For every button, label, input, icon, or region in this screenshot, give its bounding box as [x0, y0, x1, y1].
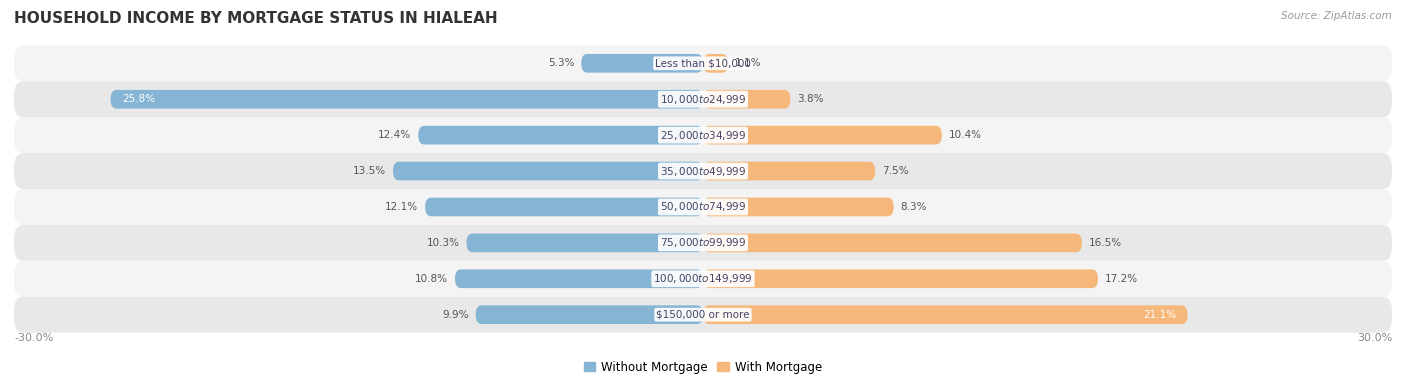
FancyBboxPatch shape: [703, 90, 790, 108]
FancyBboxPatch shape: [111, 90, 703, 108]
Text: 21.1%: 21.1%: [1143, 310, 1175, 320]
FancyBboxPatch shape: [703, 126, 942, 144]
FancyBboxPatch shape: [14, 261, 1392, 297]
Text: 25.8%: 25.8%: [122, 94, 155, 104]
Text: $35,000 to $49,999: $35,000 to $49,999: [659, 164, 747, 178]
Text: $150,000 or more: $150,000 or more: [657, 310, 749, 320]
Text: $10,000 to $24,999: $10,000 to $24,999: [659, 93, 747, 106]
FancyBboxPatch shape: [425, 198, 703, 216]
FancyBboxPatch shape: [703, 270, 1098, 288]
FancyBboxPatch shape: [14, 81, 1392, 117]
Text: 3.8%: 3.8%: [797, 94, 824, 104]
Text: 10.8%: 10.8%: [415, 274, 449, 284]
FancyBboxPatch shape: [456, 270, 703, 288]
FancyBboxPatch shape: [475, 305, 703, 324]
Text: 10.3%: 10.3%: [426, 238, 460, 248]
Text: -30.0%: -30.0%: [14, 333, 53, 342]
Text: $100,000 to $149,999: $100,000 to $149,999: [654, 272, 752, 285]
Text: $75,000 to $99,999: $75,000 to $99,999: [659, 236, 747, 249]
FancyBboxPatch shape: [418, 126, 703, 144]
Text: $25,000 to $34,999: $25,000 to $34,999: [659, 129, 747, 142]
FancyBboxPatch shape: [581, 54, 703, 73]
Text: 12.1%: 12.1%: [385, 202, 418, 212]
FancyBboxPatch shape: [14, 189, 1392, 225]
FancyBboxPatch shape: [14, 297, 1392, 333]
Text: 7.5%: 7.5%: [882, 166, 908, 176]
Text: 9.9%: 9.9%: [443, 310, 468, 320]
FancyBboxPatch shape: [703, 305, 1188, 324]
Text: Source: ZipAtlas.com: Source: ZipAtlas.com: [1281, 11, 1392, 21]
Text: Less than $10,000: Less than $10,000: [655, 58, 751, 68]
FancyBboxPatch shape: [14, 117, 1392, 153]
FancyBboxPatch shape: [703, 234, 1083, 252]
Text: 30.0%: 30.0%: [1357, 333, 1392, 342]
Text: HOUSEHOLD INCOME BY MORTGAGE STATUS IN HIALEAH: HOUSEHOLD INCOME BY MORTGAGE STATUS IN H…: [14, 11, 498, 26]
FancyBboxPatch shape: [14, 153, 1392, 189]
FancyBboxPatch shape: [703, 54, 728, 73]
FancyBboxPatch shape: [703, 198, 894, 216]
Text: 13.5%: 13.5%: [353, 166, 387, 176]
FancyBboxPatch shape: [467, 234, 703, 252]
FancyBboxPatch shape: [14, 45, 1392, 81]
FancyBboxPatch shape: [703, 162, 875, 180]
Text: 8.3%: 8.3%: [900, 202, 927, 212]
Text: 12.4%: 12.4%: [378, 130, 412, 140]
Text: 5.3%: 5.3%: [548, 58, 575, 68]
FancyBboxPatch shape: [392, 162, 703, 180]
FancyBboxPatch shape: [14, 225, 1392, 261]
Text: 10.4%: 10.4%: [949, 130, 981, 140]
Text: $50,000 to $74,999: $50,000 to $74,999: [659, 200, 747, 214]
Legend: Without Mortgage, With Mortgage: Without Mortgage, With Mortgage: [579, 356, 827, 378]
Text: 17.2%: 17.2%: [1105, 274, 1137, 284]
Text: 16.5%: 16.5%: [1088, 238, 1122, 248]
Text: 1.1%: 1.1%: [735, 58, 762, 68]
